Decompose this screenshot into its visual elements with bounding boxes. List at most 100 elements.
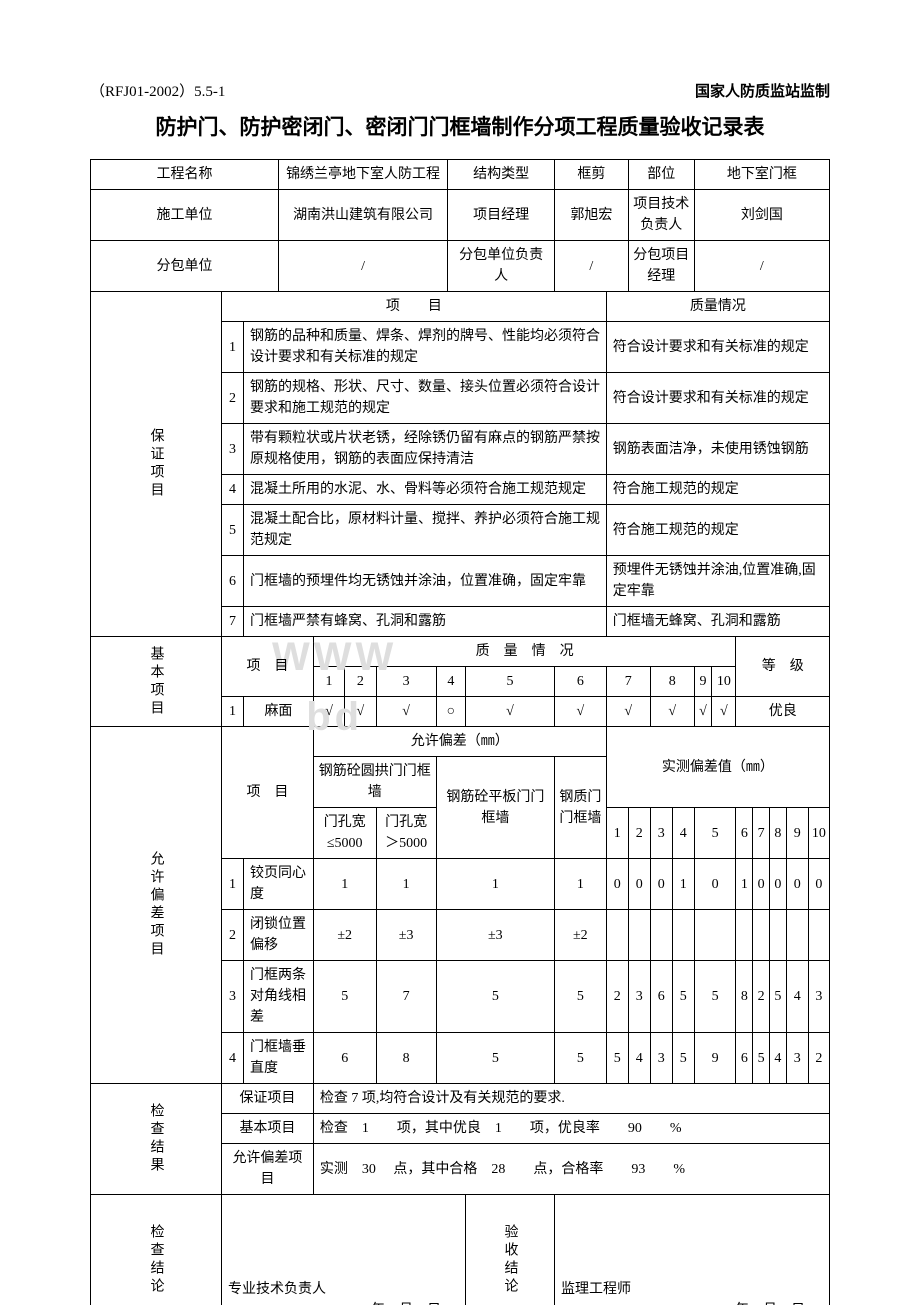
allow: ±3 [436, 910, 554, 961]
col-num: 1 [313, 667, 344, 697]
item: 带有颗粒状或片状老锈，经除锈仍留有麻点的钢筋严禁按原规格使用，钢筋的表面应保持清… [244, 424, 607, 475]
row-num: 7 [222, 607, 244, 637]
col-num: 7 [606, 667, 650, 697]
mval: 2 [606, 961, 628, 1033]
signature-line: 监理工程师 年 月 日 [554, 1275, 829, 1305]
sub-header: 门孔宽≤5000 [313, 808, 376, 859]
col-num: 8 [650, 667, 694, 697]
value: 锦绣兰亭地下室人防工程 [278, 160, 447, 190]
allow: 5 [436, 961, 554, 1033]
col-num: 5 [465, 667, 554, 697]
label: 施工单位 [91, 190, 279, 241]
col-num: 3 [650, 808, 672, 859]
allow: 5 [436, 1033, 554, 1084]
item: 钢筋的规格、形状、尺寸、数量、接头位置必须符合设计要求和施工规范的规定 [244, 373, 607, 424]
mval: 0 [786, 859, 808, 910]
allow: 7 [376, 961, 436, 1033]
label: 分包项目经理 [628, 241, 694, 292]
mval: 8 [736, 961, 753, 1033]
label: 项目经理 [448, 190, 555, 241]
mval: 5 [672, 961, 694, 1033]
sub-header: 钢筋砼圆拱门门框墙 [313, 757, 436, 808]
item: 门框墙严禁有蜂窝、孔洞和露筋 [244, 607, 607, 637]
allow: 5 [313, 961, 376, 1033]
mval: 0 [808, 859, 829, 910]
allow-header: 允许偏差（㎜） [313, 727, 606, 757]
quality-label: 质 量 情 况 [313, 637, 736, 667]
row-num: 2 [222, 910, 244, 961]
section-label: 验收结论 [465, 1195, 554, 1305]
mval: 1 [672, 859, 694, 910]
mval: 5 [753, 1033, 770, 1084]
row-num: 4 [222, 475, 244, 505]
label: 分包单位负责人 [448, 241, 555, 292]
item: 混凝土所用的水泥、水、骨料等必须符合施工规范规定 [244, 475, 607, 505]
row-num: 4 [222, 1033, 244, 1084]
blank [554, 1195, 829, 1275]
section-label: 基本项目 [91, 637, 222, 727]
col-num: 9 [694, 667, 712, 697]
mval: 5 [672, 1033, 694, 1084]
label: 部位 [628, 160, 694, 190]
table-row: 施工单位 湖南洪山建筑有限公司 项目经理 郭旭宏 项目技术负责人 刘剑国 [91, 190, 830, 241]
val: √ [376, 697, 436, 727]
table-row: 基本项目 WWW bd 项 目 质 量 情 况 等 级 [91, 637, 830, 667]
result-text: 实测 30 点，其中合格 28 点，合格率 93 % [313, 1144, 829, 1195]
mval: 6 [650, 961, 672, 1033]
item-name: 门框墙垂直度 [244, 1033, 314, 1084]
mval [672, 910, 694, 961]
mval: 3 [786, 1033, 808, 1084]
mval: 6 [736, 1033, 753, 1084]
doc-authority: 国家人防质监站监制 [695, 80, 830, 101]
value: / [694, 241, 829, 292]
allow: ±2 [313, 910, 376, 961]
mval [786, 910, 808, 961]
value: 框剪 [554, 160, 628, 190]
col-num: 9 [786, 808, 808, 859]
val: √ [465, 697, 554, 727]
col-num: 7 [753, 808, 770, 859]
col-num: 5 [694, 808, 736, 859]
val: √ [554, 697, 606, 727]
value: / [278, 241, 447, 292]
col-num: 8 [769, 808, 786, 859]
col-num: 2 [345, 667, 376, 697]
status: 预埋件无锈蚀并涂油,位置准确,固定牢靠 [606, 556, 829, 607]
allow: 1 [376, 859, 436, 910]
item-name: 门框两条对角线相差 [244, 961, 314, 1033]
doc-title: 防护门、防护密闭门、密闭门门框墙制作分项工程质量验收记录表 [90, 111, 830, 141]
status: 钢筋表面洁净，未使用锈蚀钢筋 [606, 424, 829, 475]
mval: 0 [753, 859, 770, 910]
value: 湖南洪山建筑有限公司 [278, 190, 447, 241]
sub-header: 钢筋砼平板门门框墙 [436, 757, 554, 859]
row-num: 1 [222, 322, 244, 373]
val: √ [712, 697, 736, 727]
item: 混凝土配合比，原材料计量、搅拌、养护必须符合施工规范规定 [244, 505, 607, 556]
col-num: 6 [554, 667, 606, 697]
mval [769, 910, 786, 961]
value: 郭旭宏 [554, 190, 628, 241]
result-text: 检查 7 项,均符合设计及有关规范的要求. [313, 1084, 829, 1114]
col-num: 2 [628, 808, 650, 859]
status: 符合设计要求和有关标准的规定 [606, 322, 829, 373]
label: 基本项目 [222, 1114, 314, 1144]
row-num: 1 [222, 697, 244, 727]
mval: 4 [769, 1033, 786, 1084]
col-num: 10 [808, 808, 829, 859]
val: ○ [436, 697, 465, 727]
item: 门框墙的预埋件均无锈蚀并涂油，位置准确，固定牢靠 [244, 556, 607, 607]
row-num: 3 [222, 961, 244, 1033]
mval: 1 [736, 859, 753, 910]
item-label: WWW bd 项 目 [222, 637, 314, 697]
allow: 1 [313, 859, 376, 910]
row-num: 3 [222, 424, 244, 475]
table-row: 保证项目 项 目 质量情况 [91, 292, 830, 322]
mval: 9 [694, 1033, 736, 1084]
row-num: 1 [222, 859, 244, 910]
mval [753, 910, 770, 961]
sub-header: 钢质门门框墙 [554, 757, 606, 859]
value: 刘剑国 [694, 190, 829, 241]
mval: 3 [650, 1033, 672, 1084]
label: 工程名称 [91, 160, 279, 190]
mval: 3 [628, 961, 650, 1033]
